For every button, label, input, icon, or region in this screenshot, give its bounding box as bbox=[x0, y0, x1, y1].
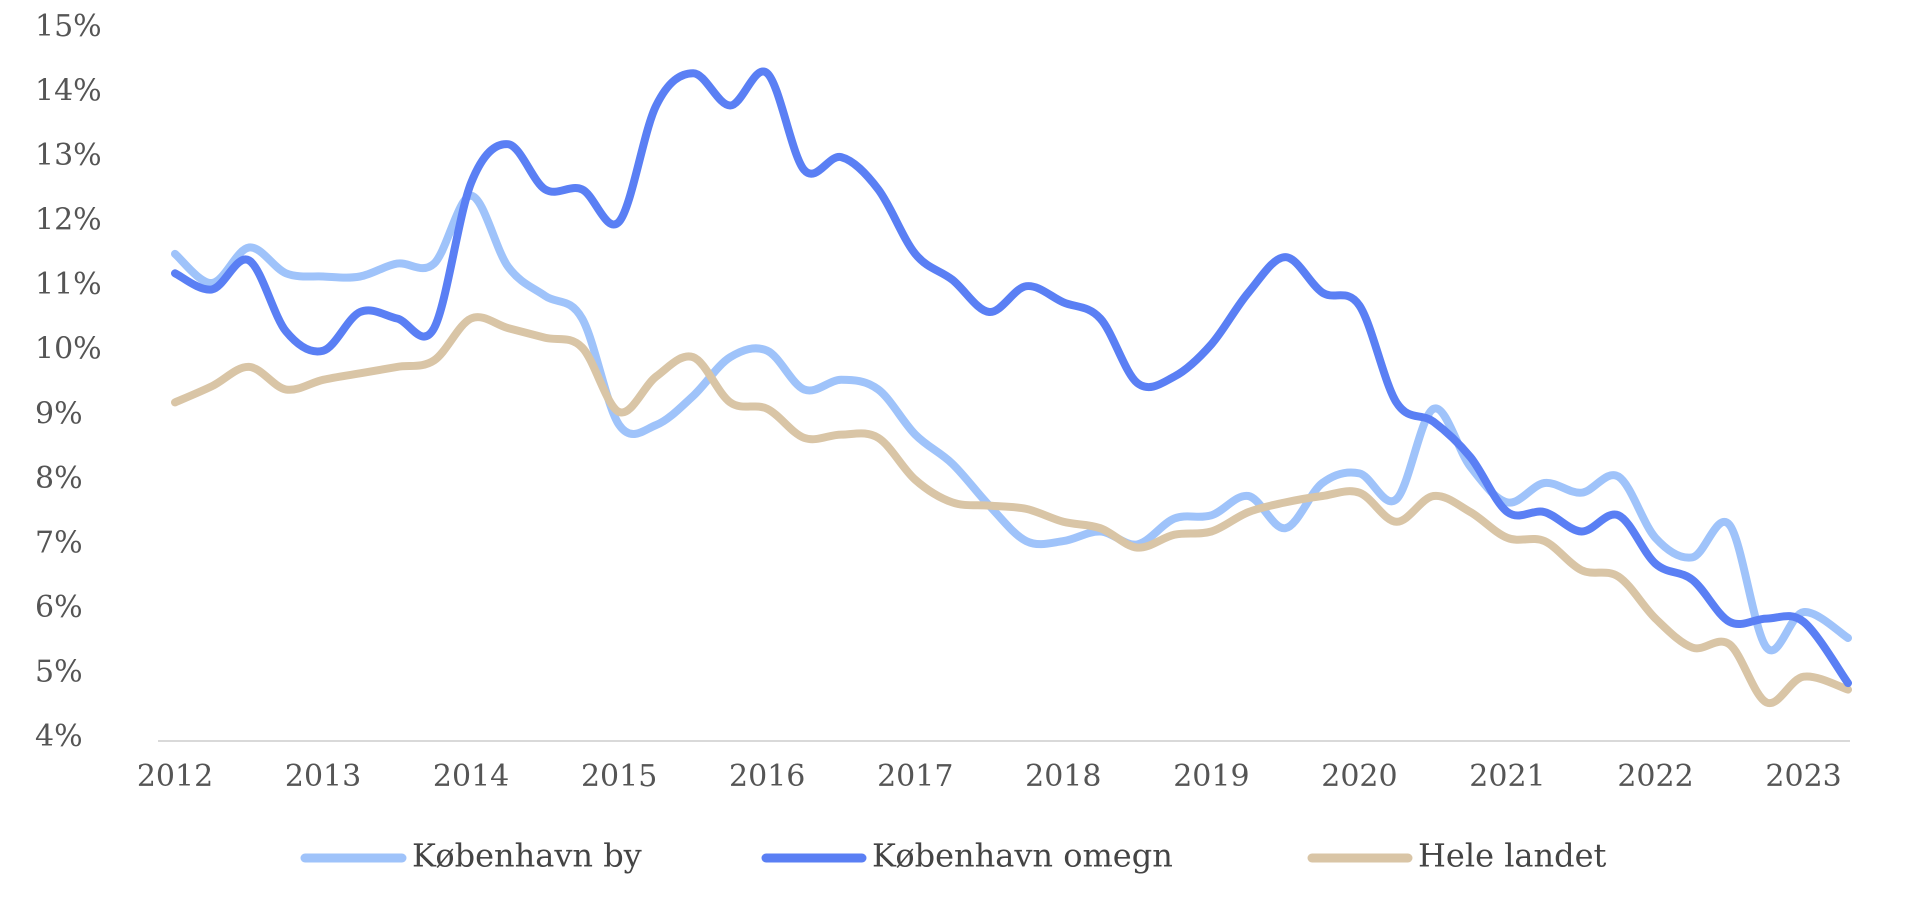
series-line-1 bbox=[171, 191, 1852, 655]
y-tick-label: 11% bbox=[35, 267, 102, 302]
y-axis-tick-labels: 4% 5% 6% 7% 8% 9% 10% 11% 12% 13% 14% 15% bbox=[35, 9, 102, 754]
legend-label: København by bbox=[412, 837, 642, 875]
legend: København by København omegn Hele landet bbox=[300, 837, 1607, 875]
x-axis-tick-labels: 2012 2013 2014 2015 2016 2017 2018 2019 2020 2021… bbox=[137, 759, 1842, 794]
x-tick-label: 2021 bbox=[1469, 759, 1545, 794]
x-tick-label: 2023 bbox=[1765, 759, 1841, 794]
x-tick-label: 2017 bbox=[877, 759, 953, 794]
x-tick-label: 2013 bbox=[285, 759, 361, 794]
x-tick-label: 2012 bbox=[137, 759, 213, 794]
x-tick-label: 2014 bbox=[433, 759, 509, 794]
y-tick-label: 5% bbox=[35, 654, 83, 689]
y-tick-label: 7% bbox=[35, 525, 83, 560]
x-tick-label: 2015 bbox=[581, 759, 657, 794]
y-tick-label: 9% bbox=[35, 396, 83, 431]
y-tick-label: 14% bbox=[35, 74, 102, 109]
y-tick-label: 10% bbox=[35, 332, 102, 367]
y-tick-label: 12% bbox=[35, 203, 102, 238]
x-tick-label: 2022 bbox=[1617, 759, 1693, 794]
y-tick-label: 8% bbox=[35, 461, 83, 496]
series-lines bbox=[171, 67, 1852, 708]
y-tick-label: 15% bbox=[35, 9, 102, 44]
y-tick-label: 4% bbox=[35, 719, 83, 754]
series-line-2 bbox=[171, 67, 1852, 688]
x-tick-label: 2016 bbox=[729, 759, 805, 794]
x-tick-label: 2018 bbox=[1025, 759, 1101, 794]
legend-label: Hele landet bbox=[1418, 837, 1607, 875]
series-line-3 bbox=[171, 313, 1852, 708]
legend-label: København omegn bbox=[872, 837, 1173, 875]
x-tick-label: 2020 bbox=[1321, 759, 1397, 794]
y-tick-label: 13% bbox=[35, 138, 102, 173]
y-tick-label: 6% bbox=[35, 590, 83, 625]
x-tick-label: 2019 bbox=[1173, 759, 1249, 794]
